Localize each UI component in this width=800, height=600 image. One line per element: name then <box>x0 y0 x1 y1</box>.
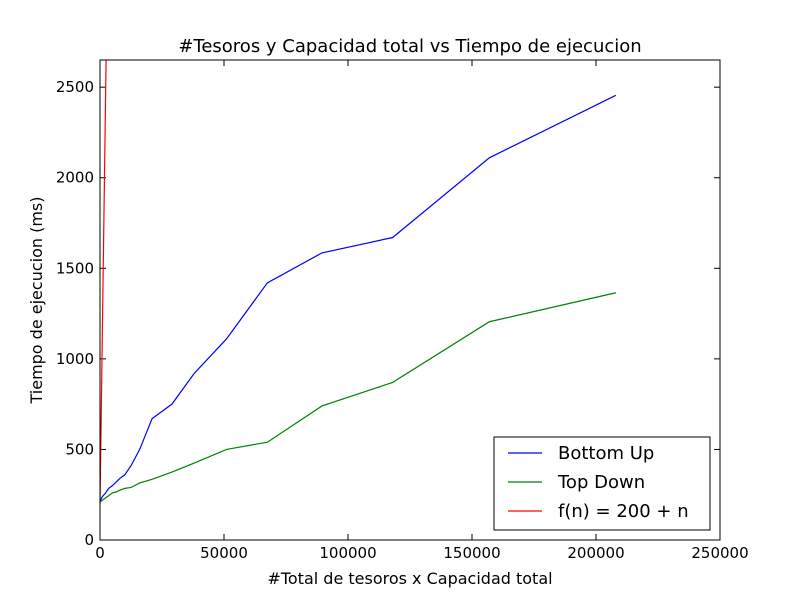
y-tick-label: 1000 <box>56 350 94 368</box>
x-tick-label: 100000 <box>319 544 376 562</box>
chart-title: #Tesoros y Capacidad total vs Tiempo de … <box>178 36 641 57</box>
series-line-2 <box>100 292 616 503</box>
series-line-1 <box>100 94 617 502</box>
x-tick-label: 200000 <box>567 544 624 562</box>
legend-label-2: Top Down <box>557 472 645 493</box>
plot-frame <box>99 59 721 541</box>
legend-label-1: Bottom Up <box>558 443 654 464</box>
y-tick-label: 1500 <box>56 259 94 277</box>
y-tick-label: 0 <box>84 531 94 549</box>
x-tick-label: 0 <box>95 544 105 562</box>
y-tick-label: 2500 <box>56 78 94 96</box>
ticks-layer: 0 50000 100000 150000 200000 250000 0 500 1000 15… <box>56 60 749 562</box>
legend-label-3: f(n) = 200 + n <box>558 501 689 522</box>
x-tick-label: 50000 <box>200 544 248 562</box>
y-axis-label: Tiempo de ejecucion (ms) <box>27 196 46 404</box>
y-tick-label: 2000 <box>56 169 94 187</box>
y-tick-label: 500 <box>65 440 94 458</box>
legend: Bottom Up Top Down f(n) = 200 + n <box>493 436 711 531</box>
x-tick-label: 250000 <box>691 544 748 562</box>
x-axis-label: #Total de tesoros x Capacidad total <box>267 569 552 588</box>
x-tick-label: 150000 <box>443 544 500 562</box>
series-layer <box>100 60 617 504</box>
series-line-3 <box>100 60 107 504</box>
